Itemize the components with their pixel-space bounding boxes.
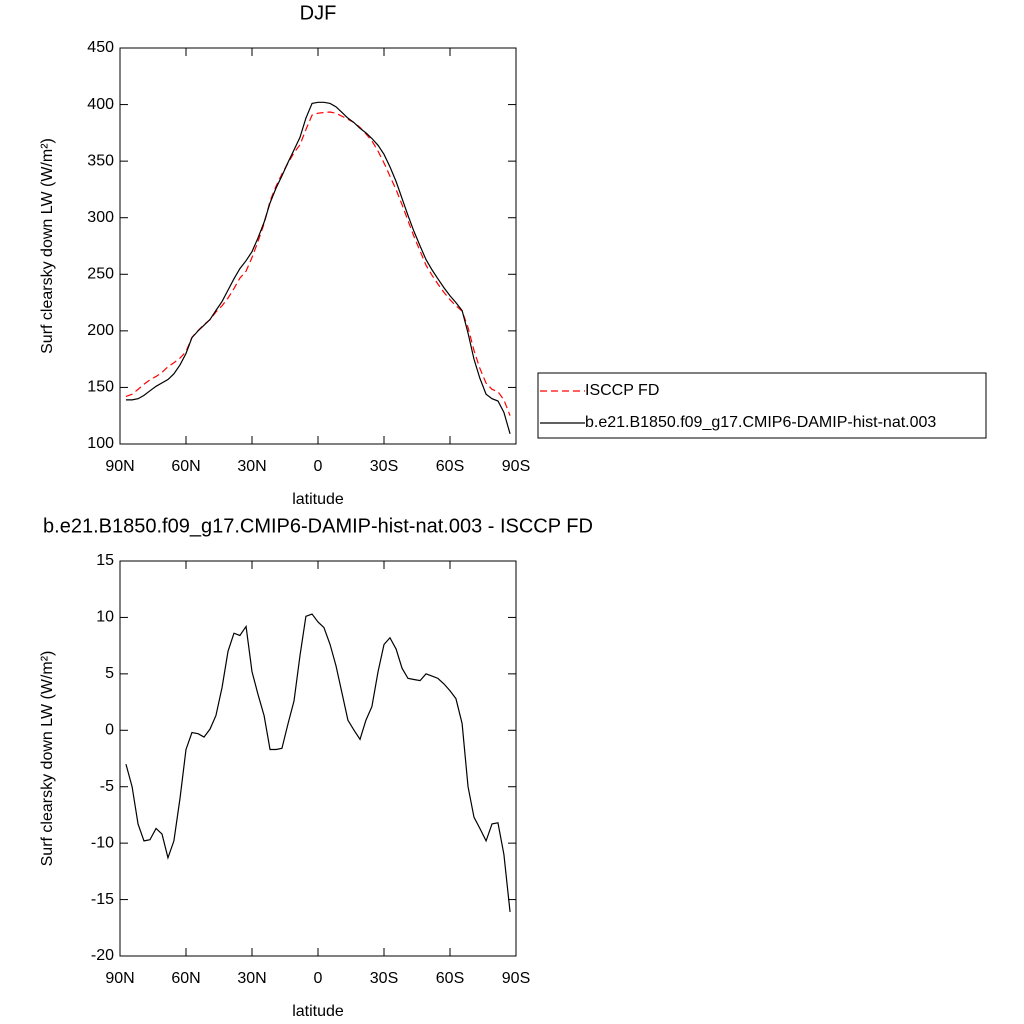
- y-tick-label: 200: [87, 322, 114, 339]
- x-tick-label: 60N: [171, 970, 200, 987]
- chart-title: b.e21.B1850.f09_g17.CMIP6-DAMIP-hist-nat…: [43, 515, 593, 537]
- x-tick-label: 30N: [237, 970, 266, 987]
- x-tick-label: 60S: [436, 970, 464, 987]
- x-tick-label: 90N: [105, 970, 134, 987]
- x-tick-label: 90S: [502, 458, 530, 475]
- y-tick-label: 450: [87, 39, 114, 56]
- x-tick-label: 90N: [105, 458, 134, 475]
- plot-frame: [119, 560, 517, 957]
- x-tick-label: 30S: [370, 458, 398, 475]
- y-axis-label: Surf clearsky down LW (W/m²): [39, 138, 56, 354]
- y-tick-label: 350: [87, 152, 114, 169]
- x-tick-label: 0: [314, 458, 323, 475]
- data-line: [125, 111, 511, 416]
- y-tick-label: 150: [87, 379, 114, 396]
- x-tick-label: 0: [314, 970, 323, 987]
- y-tick-label: -15: [91, 891, 114, 908]
- y-tick-label: 5: [105, 665, 114, 682]
- y-tick-label: 15: [96, 552, 114, 569]
- x-axis-label: latitude: [292, 1003, 344, 1020]
- x-tick-label: 90S: [502, 970, 530, 987]
- legend-label: ISCCP FD: [585, 382, 659, 399]
- data-line: [125, 101, 511, 434]
- y-tick-label: -5: [100, 778, 114, 795]
- y-tick-label: 10: [96, 609, 114, 626]
- y-tick-label: 0: [105, 722, 114, 739]
- legend-box: [537, 372, 987, 439]
- x-tick-label: 30N: [237, 458, 266, 475]
- y-tick-label: 300: [87, 209, 114, 226]
- x-tick-label: 60S: [436, 458, 464, 475]
- y-tick-label: 250: [87, 266, 114, 283]
- y-tick-label: 400: [87, 96, 114, 113]
- x-axis-label: latitude: [292, 491, 344, 508]
- x-tick-label: 30S: [370, 970, 398, 987]
- y-axis-label: Surf clearsky down LW (W/m²): [39, 651, 56, 867]
- y-tick-label: -20: [91, 947, 114, 964]
- data-line: [125, 613, 511, 913]
- y-tick-label: -10: [91, 834, 114, 851]
- chart-title: DJF: [300, 2, 337, 24]
- legend-label: b.e21.B1850.f09_g17.CMIP6-DAMIP-hist-nat…: [585, 414, 936, 431]
- plot-frame: [119, 47, 517, 445]
- x-tick-label: 60N: [171, 458, 200, 475]
- y-tick-label: 100: [87, 435, 114, 452]
